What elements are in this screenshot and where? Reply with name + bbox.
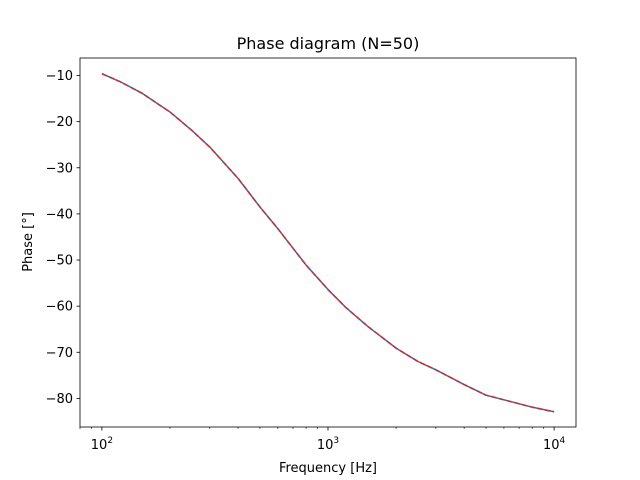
plot-area [80, 58, 576, 427]
y-tick-label: −40 [46, 207, 73, 222]
y-axis-label: Phase [°] [21, 212, 36, 272]
x-tick-label: 102 [91, 436, 113, 453]
series-2-line [101, 72, 555, 413]
series-layer [101, 72, 555, 413]
x-tick-label: 103 [317, 436, 339, 453]
x-axis-label: Frequency [Hz] [279, 461, 377, 476]
x-tick-label: 104 [543, 436, 566, 453]
y-tick-label: −30 [46, 161, 73, 176]
x-tick-layer: 102 103 104 [79, 427, 566, 453]
y-tick-layer: −10 −20 −30 −40 −50 −60 −70 −80 [46, 69, 80, 407]
y-tick-label: −70 [46, 346, 73, 361]
y-tick-label: −20 [46, 115, 73, 130]
chart-title: Phase diagram (N=50) [237, 34, 420, 53]
y-tick-label: −50 [46, 254, 73, 269]
y-tick-label: −80 [46, 392, 73, 407]
y-tick-label: −10 [46, 69, 73, 84]
axes-frame [79, 57, 577, 428]
y-tick-label: −60 [46, 300, 73, 315]
